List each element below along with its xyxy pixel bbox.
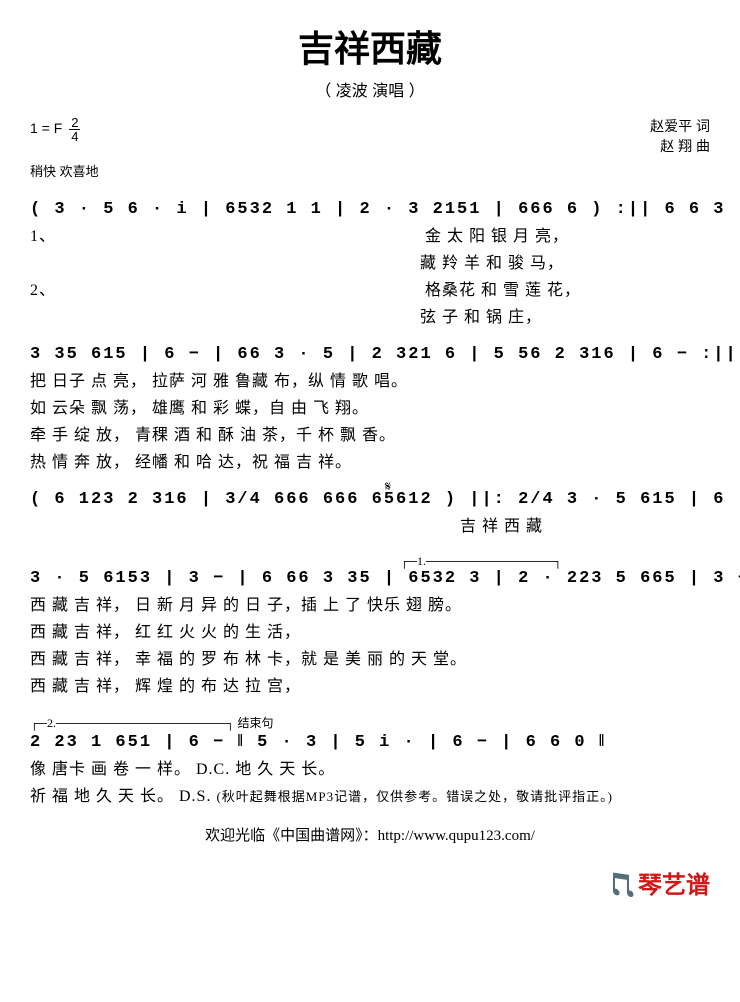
lyric-2a: 2、 格桑花 和 雪 莲 花，	[30, 276, 710, 300]
time-sig-top: 2	[69, 116, 80, 130]
transcriber-note: (秋叶起舞根据MP3记谱，仅供参考。错误之处，敬请批评指正。)	[216, 789, 612, 804]
composer: 赵 翔 曲	[650, 136, 710, 156]
credits: 赵爱平 词 赵 翔 曲	[650, 116, 710, 156]
lyric-1a: 1、 金 太 阳 银 月 亮，	[30, 222, 710, 246]
lyric-text: 吉 祥 西 藏	[460, 518, 543, 535]
lyric-l4-3: 西 藏 吉 祥， 幸 福 的 罗 布 林 卡，就 是 美 丽 的 天 堂。	[30, 645, 710, 669]
logo-icon: 🎵	[608, 871, 638, 900]
lyricist: 赵爱平 词	[650, 116, 710, 136]
footer-link-text: 欢迎光临《中国曲谱网》：http://www.qupu123.com/	[30, 824, 710, 845]
lyric-l2-4: 热 情 奔 放， 经幡 和 哈 达，祝 福 吉 祥。	[30, 448, 710, 472]
lyric-1b: 藏 羚 羊 和 骏 马，	[30, 249, 710, 273]
lyric-text: 格桑花 和 雪 莲 花，	[425, 282, 581, 299]
score-section-1: ( 3 · 5 6 · i | 6532 1 1 | 2 · 3 2151 | …	[30, 200, 710, 327]
performer-subtitle: （ 凌波 演唱 ）	[30, 77, 710, 101]
repeat-bracket-1: ┌─1.───────────────┐	[30, 554, 710, 569]
key-label: 1 = F	[30, 120, 62, 136]
notation-line-1: ( 3 · 5 6 · i | 6532 1 1 | 2 · 3 2151 | …	[30, 200, 710, 219]
lyric-l5-2: 祈 福 地 久 天 长。 D.S. (秋叶起舞根据MP3记谱，仅供参考。错误之处…	[30, 782, 710, 806]
notation-line-4: 3 · 5 6153 | 3 − | 6 66 3 35 | 6532 3 | …	[30, 569, 710, 588]
score-section-5: ┌─2.────────────────────┐ 结束句 2 23 1 651…	[30, 714, 710, 806]
verse-num-1: 1、	[30, 222, 50, 246]
song-title: 吉祥西藏	[30, 20, 710, 72]
segno-mark: 𝄋	[385, 480, 391, 496]
lyric-text: 祈 福 地 久 天 长。 D.S.	[30, 788, 211, 805]
lyric-l2-3: 牵 手 绽 放， 青稞 酒 和 酥 油 茶，千 杯 飘 香。	[30, 421, 710, 445]
lyric-l4-2: 西 藏 吉 祥， 红 红 火 火 的 生 活，	[30, 618, 710, 642]
lyric-l5-1: 像 唐卡 画 卷 一 样。 D.C. 地 久 天 长。	[30, 755, 710, 779]
tempo-marking: 稍快 欢喜地	[30, 161, 710, 180]
key-signature: 1 = F 2 4	[30, 116, 80, 156]
lyric-l2-1: 把 日子 点 亮， 拉萨 河 雅 鲁藏 布，纵 情 歌 唱。	[30, 367, 710, 391]
site-logo: 🎵琴艺谱	[30, 865, 710, 900]
lyric-l4-4: 西 藏 吉 祥， 辉 煌 的 布 达 拉 宫，	[30, 672, 710, 696]
lyric-text: 弦 子 和 锅 庄，	[420, 309, 542, 326]
lyric-l4-1: 西 藏 吉 祥， 日 新 月 异 的 日 子，插 上 了 快乐 翅 膀。	[30, 591, 710, 615]
score-header: 1 = F 2 4 赵爱平 词 赵 翔 曲	[30, 116, 710, 156]
lyric-l3: 吉 祥 西 藏	[30, 512, 710, 536]
repeat-bracket-2: ┌─2.────────────────────┐ 结束句	[30, 714, 710, 731]
lyric-text: 藏 羚 羊 和 骏 马，	[420, 255, 564, 272]
score-section-3: 𝄋 ( 6 123 2 316 | 3/4 666 666 65612 ) ||…	[30, 490, 710, 536]
notation-line-3: ( 6 123 2 316 | 3/4 666 666 65612 ) ||: …	[30, 490, 710, 509]
score-section-2: 3 35 615 | 6 − | 66 3 · 5 | 2 321 6 | 5 …	[30, 345, 710, 472]
notation-line-2: 3 35 615 | 6 − | 66 3 · 5 | 2 321 6 | 5 …	[30, 345, 710, 364]
score-section-4: ┌─1.───────────────┐ 3 · 5 6153 | 3 − | …	[30, 554, 710, 696]
lyric-2b: 弦 子 和 锅 庄，	[30, 303, 710, 327]
time-sig-bot: 4	[69, 130, 80, 143]
lyric-l2-2: 如 云朵 飘 荡， 雄鹰 和 彩 蝶，自 由 飞 翔。	[30, 394, 710, 418]
verse-num-2: 2、	[30, 276, 50, 300]
notation-line-5: 2 23 1 651 | 6 − ‖ 5 · 3 | 5 i · | 6 − |…	[30, 731, 710, 752]
logo-text: 琴艺谱	[638, 872, 710, 899]
lyric-text: 金 太 阳 银 月 亮，	[425, 228, 569, 245]
